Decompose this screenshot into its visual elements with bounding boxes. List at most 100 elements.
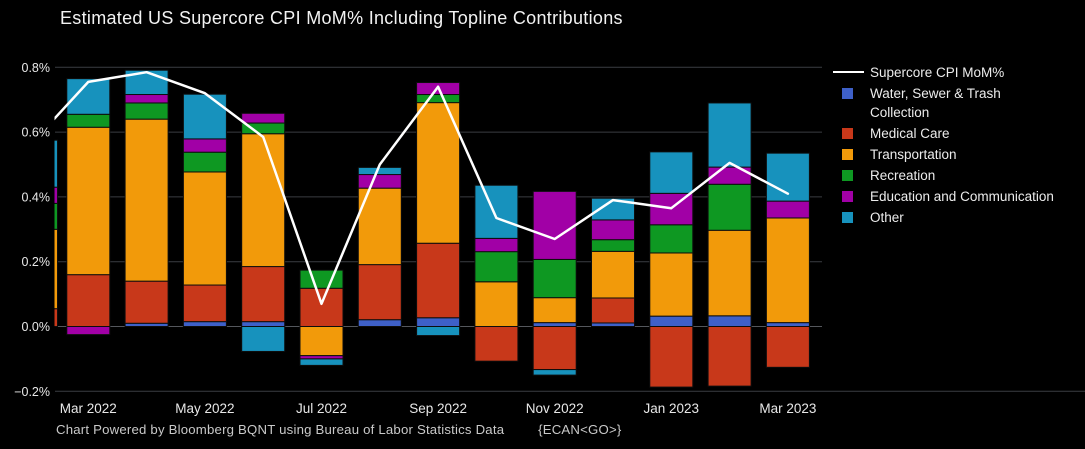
- legend-line-marker: [833, 71, 864, 73]
- bar-segment: [66, 274, 111, 328]
- legend-swatch-education-communication: [842, 191, 853, 202]
- bar-segment: [765, 326, 810, 368]
- legend-marker-col: [833, 166, 870, 185]
- bar-segment: [241, 266, 286, 323]
- legend-swatch-medical-care: [842, 128, 853, 139]
- legend-label-medical-care: Medical Care: [870, 126, 950, 141]
- legend-marker-col: [833, 63, 870, 82]
- bar-segment: [416, 102, 461, 244]
- bar-segment: [532, 326, 577, 371]
- bar-segment: [474, 184, 519, 239]
- legend-item-medical-care: Medical Care: [833, 124, 1083, 143]
- legend-label-water-sewer-trash: Water, Sewer & Trash Collection: [870, 86, 1001, 120]
- line-layer: [54, 70, 790, 306]
- legend-item-other: Other: [833, 208, 1083, 227]
- bar-segment: [241, 321, 286, 328]
- bar-segment: [707, 229, 752, 317]
- bar-segment: [124, 118, 169, 282]
- legend-marker-col: [833, 145, 870, 164]
- bar-segment: [416, 317, 461, 328]
- legend-swatch-water-sewer-trash: [842, 88, 853, 99]
- bar-segment: [707, 183, 752, 231]
- legend-item-education-communication: Education and Communication: [833, 187, 1083, 206]
- legend-label-education-communication: Education and Communication: [870, 189, 1054, 204]
- legend-marker-col: [833, 187, 870, 206]
- legend-item-transportation: Transportation: [833, 145, 1083, 164]
- bar-segment: [707, 102, 752, 168]
- x-tick-label: Mar 2022: [60, 401, 117, 416]
- x-tick-label: Mar 2023: [759, 401, 816, 416]
- bar-segment: [591, 239, 635, 252]
- legend-label-transportation: Transportation: [870, 147, 957, 162]
- bar-segment: [591, 219, 635, 241]
- bar-segment: [54, 228, 58, 310]
- bar-segment: [707, 315, 752, 328]
- bar-segment: [357, 174, 402, 189]
- bar-segment: [241, 112, 286, 124]
- bar-segment: [649, 151, 694, 194]
- bar-segment: [299, 326, 344, 357]
- legend-swatch-transportation: [842, 149, 853, 160]
- bar-segment: [182, 284, 227, 323]
- legend-label-other: Other: [870, 210, 904, 225]
- bar-segment: [66, 113, 111, 128]
- bar-segment: [532, 190, 577, 260]
- bar-segment: [416, 242, 461, 319]
- bar-segment: [182, 321, 227, 328]
- bar-segment: [649, 326, 694, 388]
- legend-label-recreation: Recreation: [870, 168, 936, 183]
- bar-segment: [124, 280, 169, 324]
- bar-segment: [591, 250, 635, 299]
- bar-segment: [649, 224, 694, 254]
- footer-terminal-code: {ECAN<GO>}: [538, 422, 622, 437]
- legend-marker-col: [833, 208, 870, 227]
- y-tick-label: 0.2%: [22, 255, 51, 269]
- bar-segment: [474, 237, 519, 253]
- bar-segment: [299, 269, 344, 289]
- bar-segment: [765, 200, 810, 219]
- bar-segment: [765, 217, 810, 324]
- x-tick-label: Sep 2022: [409, 401, 467, 416]
- bar-segment: [474, 281, 519, 327]
- bar-segment: [182, 151, 227, 173]
- legend-marker-col: [833, 84, 870, 103]
- bar-segment: [124, 94, 169, 104]
- y-tick-label: 0.8%: [22, 61, 51, 75]
- bar-segment: [54, 139, 58, 188]
- bar-segment: [416, 94, 461, 104]
- y-tick-label: 0.6%: [22, 126, 51, 140]
- bar-segment: [474, 251, 519, 283]
- bar-segment: [241, 326, 286, 352]
- x-tick-label: Jan 2023: [644, 401, 700, 416]
- bar-segment: [591, 197, 635, 221]
- x-tick-label: May 2022: [175, 401, 234, 416]
- bar-segment: [532, 258, 577, 299]
- bar-segment: [54, 202, 58, 230]
- legend-marker-col: [833, 124, 870, 143]
- bar-segment: [182, 138, 227, 153]
- y-tick-label: −0.2%: [14, 385, 50, 399]
- bar-segment: [54, 186, 58, 204]
- bar-segment: [182, 93, 227, 140]
- footer: Chart Powered by Bloomberg BQNT using Bu…: [56, 422, 621, 437]
- supercore-cpi-line: [54, 70, 790, 306]
- bar-segment: [591, 322, 635, 328]
- bar-segment: [357, 166, 402, 176]
- legend-swatch-recreation: [842, 170, 853, 181]
- x-tick-label: Jul 2022: [296, 401, 347, 416]
- y-tick-label: 0.4%: [22, 190, 51, 204]
- bar-segment: [54, 308, 58, 327]
- bar-segment: [299, 358, 344, 366]
- legend-swatch-other: [842, 212, 853, 223]
- footer-text: Chart Powered by Bloomberg BQNT using Bu…: [56, 422, 505, 437]
- bar-segment: [707, 326, 752, 387]
- bar-segment: [357, 264, 402, 321]
- bar-segment: [241, 133, 286, 268]
- legend-item-recreation: Recreation: [833, 166, 1083, 185]
- bar-segment: [416, 326, 461, 337]
- bar-segment: [532, 369, 577, 376]
- bar-segment: [299, 287, 344, 328]
- legend-label-supercore-cpi-mom: Supercore CPI MoM%: [870, 65, 1005, 80]
